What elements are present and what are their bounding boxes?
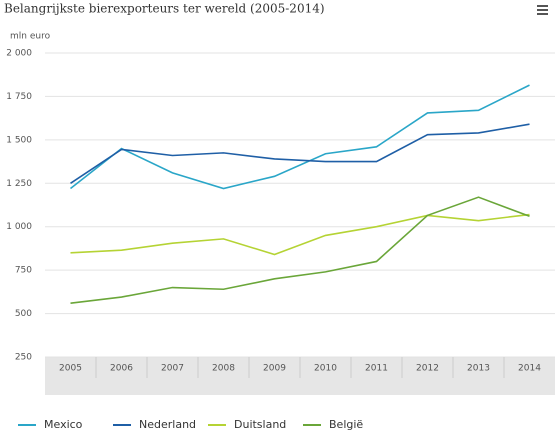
y-tick-label: 1 750 [6,92,32,102]
chart-title: Belangrijkste bierexporteurs ter wereld … [4,2,325,16]
y-tick-label: 2 000 [6,49,32,59]
x-tick-label: 2011 [365,364,388,374]
legend-label: België [329,418,363,431]
x-tick-label: 2012 [416,364,439,374]
line [70,123,530,184]
y-tick-label: 1 250 [6,179,32,189]
y-tick-label: 250 [15,353,32,363]
x-tick-label: 2007 [161,364,184,374]
x-tick-label: 2010 [314,364,337,374]
x-tick-label: 2009 [263,364,286,374]
y-tick-label: 750 [15,266,32,276]
line [70,84,530,190]
line [70,196,530,304]
y-tick-label: 1 000 [6,222,32,232]
x-tick-label: 2005 [59,364,82,374]
legend-label: Mexico [44,418,83,431]
legend-label: Duitsland [234,418,286,431]
menu-icon[interactable] [537,5,548,15]
x-tick-label: 2006 [110,364,133,374]
x-tick-label: 2013 [467,364,490,374]
y-tick-label: 1 500 [6,135,32,145]
y-tick-label: 500 [15,309,32,319]
line [70,213,530,256]
legend-label: Nederland [139,418,196,431]
x-tick-label: 2008 [212,364,235,374]
y-axis-label: mln euro [10,32,51,42]
x-tick-label: 2014 [518,364,541,374]
